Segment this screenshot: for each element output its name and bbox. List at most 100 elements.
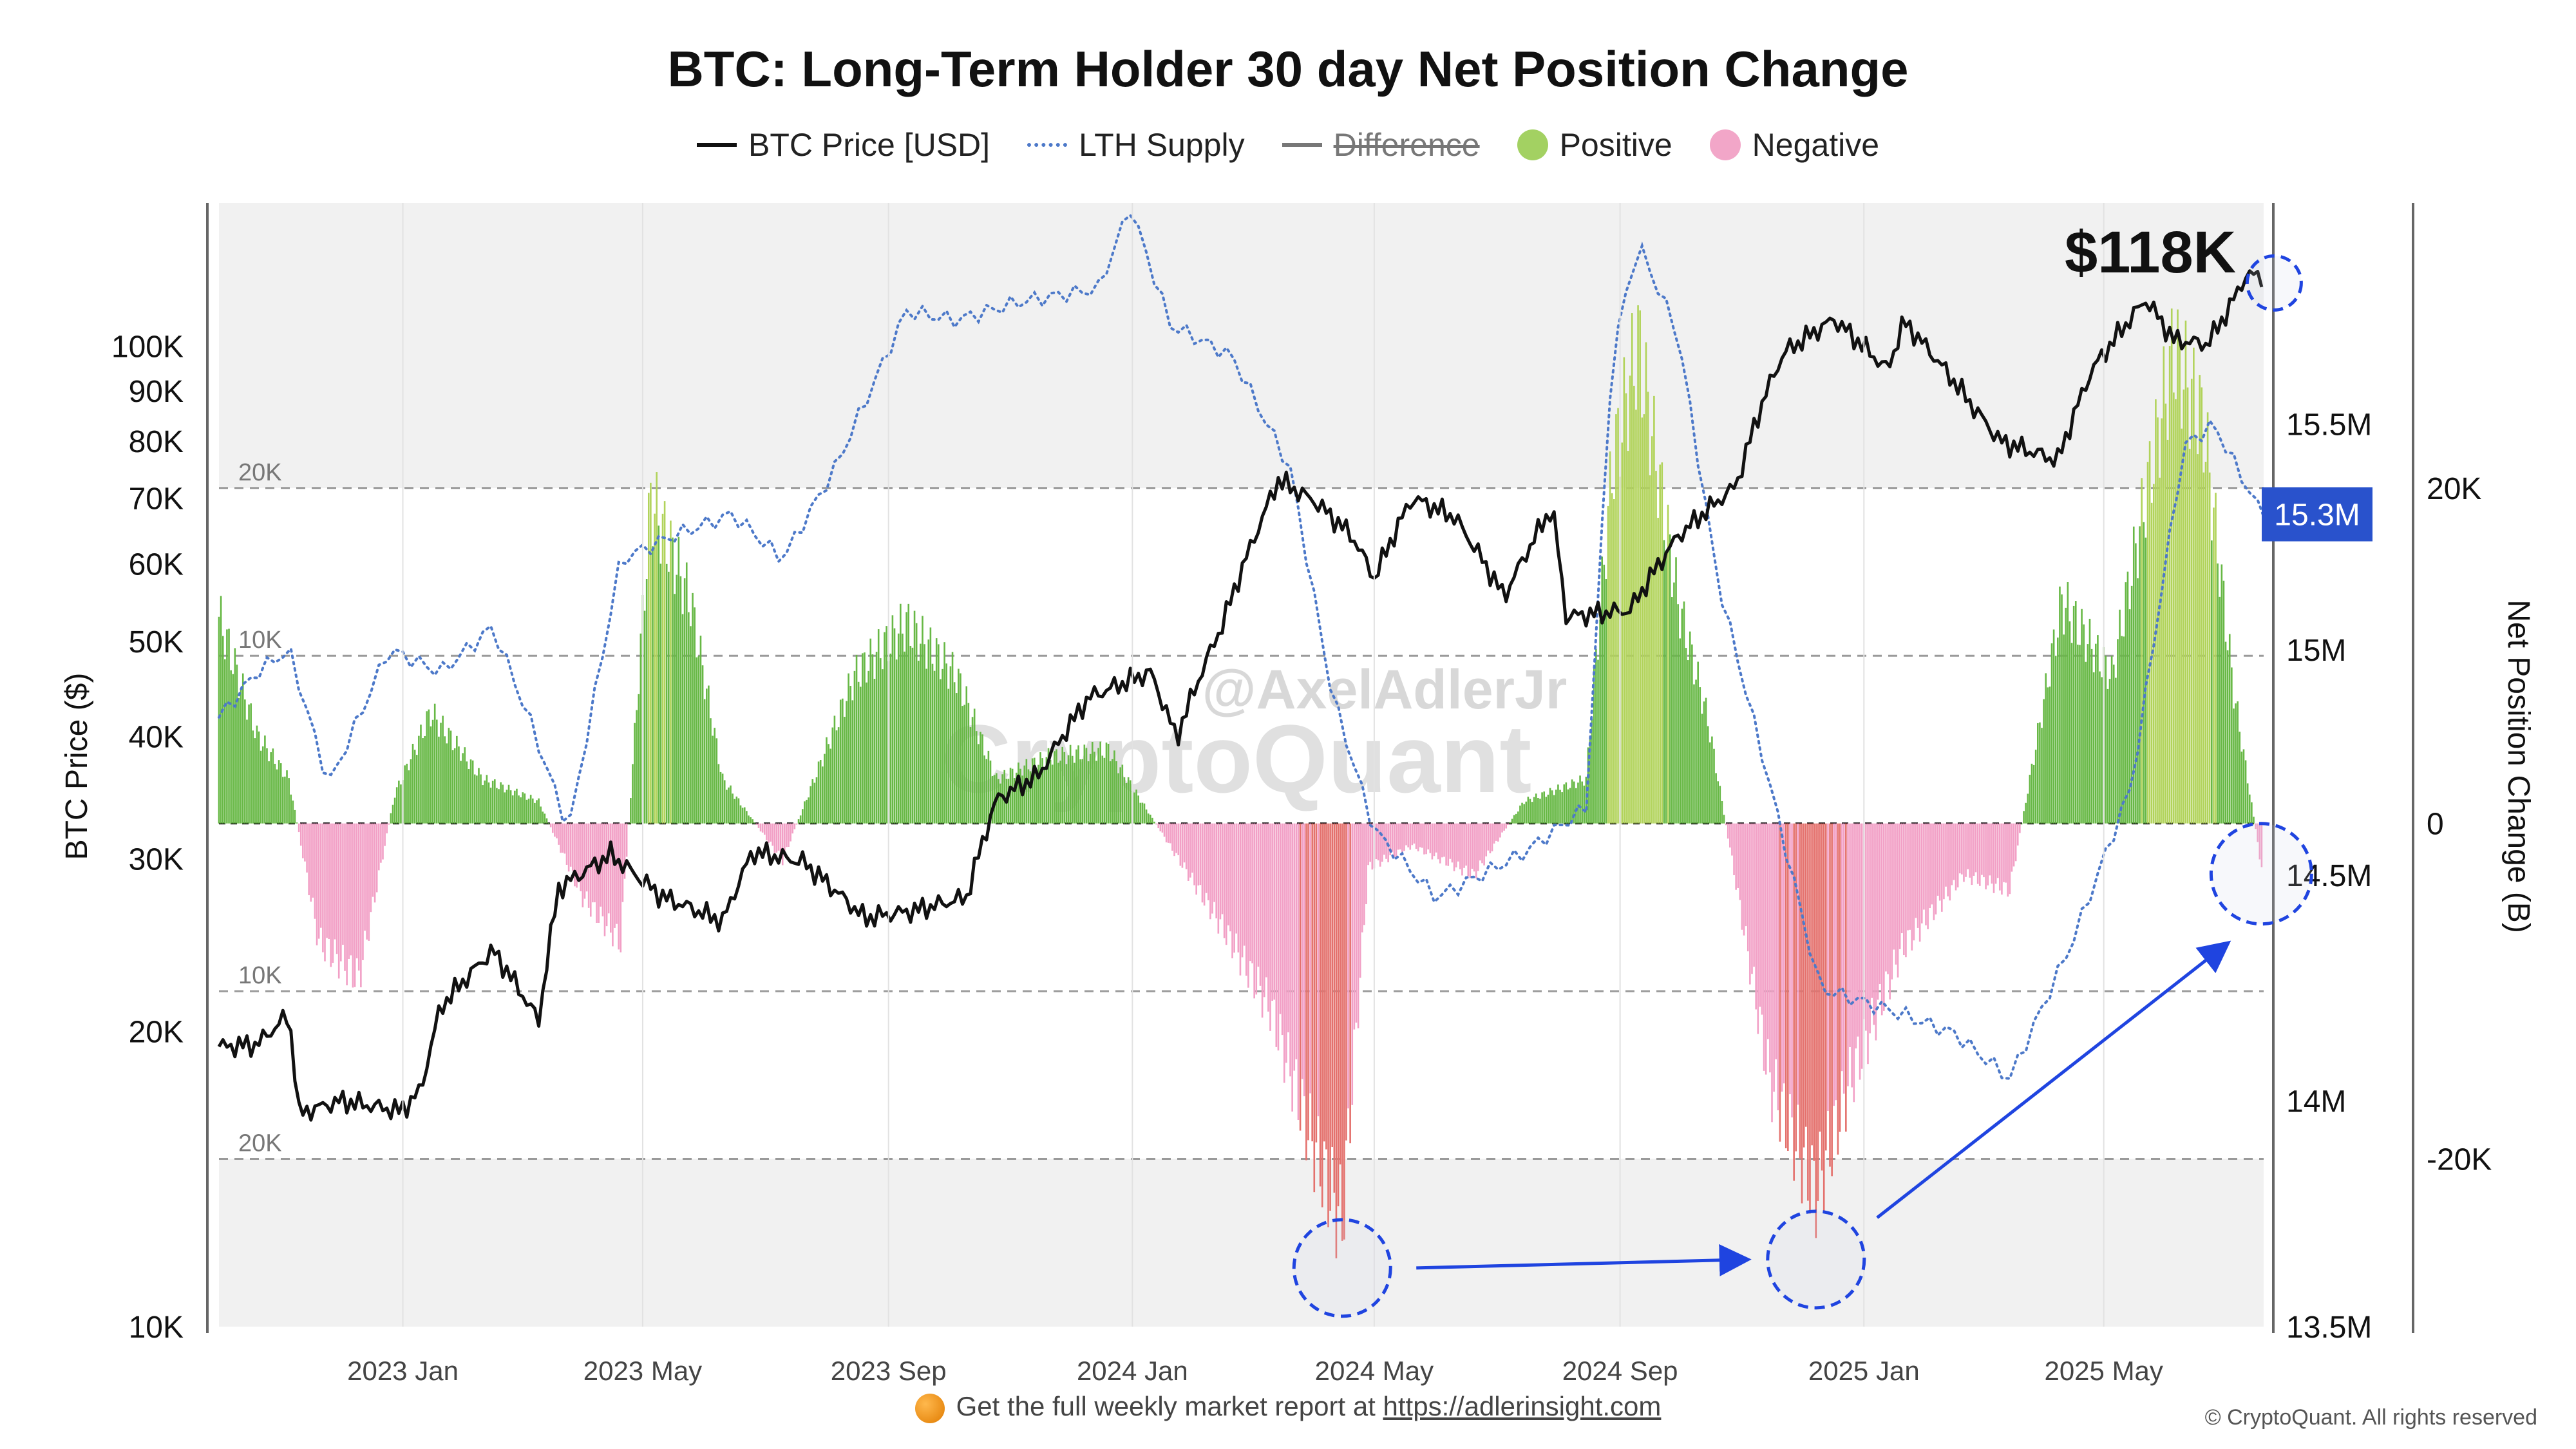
positive-bar bbox=[1581, 781, 1583, 824]
positive-bar bbox=[676, 574, 678, 824]
positive-bar bbox=[1611, 493, 1613, 824]
positive-bar bbox=[2197, 454, 2199, 824]
negative-bar bbox=[1975, 823, 1977, 873]
positive-bar bbox=[469, 759, 472, 824]
positive-bar bbox=[654, 513, 656, 824]
negative-bar bbox=[1967, 823, 1969, 869]
x-tick-label: 2023 Sep bbox=[831, 1356, 947, 1386]
negative-bar bbox=[1795, 823, 1797, 1151]
negative-bar bbox=[1285, 823, 1287, 1063]
positive-bar bbox=[1521, 802, 1523, 824]
positive-bar bbox=[2143, 522, 2145, 824]
legend-item-negative[interactable]: Negative bbox=[1709, 126, 1879, 164]
positive-bar bbox=[884, 632, 886, 824]
positive-bar bbox=[2128, 609, 2131, 824]
positive-bar bbox=[975, 731, 978, 824]
positive-bar bbox=[2190, 379, 2193, 824]
negative-bar bbox=[1994, 823, 1997, 884]
positive-bar bbox=[294, 810, 296, 824]
grey-line-icon bbox=[1282, 143, 1322, 147]
positive-bar bbox=[661, 513, 664, 824]
positive-bar bbox=[2023, 811, 2025, 824]
positive-bar bbox=[1029, 771, 1032, 824]
positive-bar bbox=[410, 759, 412, 824]
negative-bar bbox=[1769, 823, 1771, 1073]
negative-bar bbox=[1267, 823, 1269, 1012]
positive-bar bbox=[2135, 543, 2137, 824]
positive-bar bbox=[276, 769, 278, 824]
positive-bar bbox=[2166, 439, 2169, 824]
positive-bar bbox=[1149, 815, 1151, 824]
negative-bar bbox=[1913, 823, 1915, 941]
positive-bar bbox=[1683, 601, 1685, 824]
positive-bar bbox=[1097, 748, 1099, 824]
negative-bar bbox=[326, 823, 328, 938]
negative-bar bbox=[1735, 823, 1737, 890]
positive-bar bbox=[228, 629, 230, 824]
positive-bar bbox=[248, 704, 250, 824]
x-tick-label: 2024 Jan bbox=[1077, 1356, 1188, 1386]
legend-item-positive[interactable]: Positive bbox=[1517, 126, 1672, 164]
positive-bar bbox=[431, 719, 434, 824]
positive-bar bbox=[1129, 780, 1132, 824]
positive-bar bbox=[2039, 722, 2041, 824]
positive-bar bbox=[1103, 757, 1106, 824]
negative-bar bbox=[1889, 823, 1891, 999]
positive-bar bbox=[1675, 557, 1677, 824]
positive-bar bbox=[2123, 636, 2125, 824]
negative-bar bbox=[1851, 823, 1853, 1088]
negative-bar bbox=[1227, 823, 1229, 925]
negative-bar bbox=[1835, 823, 1837, 1101]
negative-bar bbox=[1867, 823, 1869, 1065]
legend-label-difference: Difference bbox=[1333, 127, 1480, 163]
legend-item-supply[interactable]: LTH Supply bbox=[1027, 126, 1245, 164]
positive-bar bbox=[1571, 779, 1573, 824]
positive-bar bbox=[456, 735, 458, 824]
positive-bar bbox=[639, 633, 642, 824]
positive-bar bbox=[1016, 772, 1018, 824]
positive-bar bbox=[1559, 790, 1561, 824]
negative-bar bbox=[1203, 823, 1206, 906]
negative-bar bbox=[1255, 823, 1258, 995]
negative-bar bbox=[1485, 823, 1487, 857]
positive-bar bbox=[2235, 703, 2237, 824]
negative-bar bbox=[1239, 823, 1242, 976]
negative-bar bbox=[1211, 823, 1213, 914]
positive-bar bbox=[859, 687, 862, 824]
positive-bar bbox=[817, 761, 820, 824]
positive-bar bbox=[2061, 594, 2063, 824]
negative-bar bbox=[1477, 823, 1479, 871]
positive-bar bbox=[1705, 697, 1707, 824]
negative-bar bbox=[1289, 823, 1291, 1077]
negative-bar bbox=[567, 823, 570, 872]
negative-bar bbox=[1839, 823, 1841, 1132]
negative-bar bbox=[337, 823, 340, 979]
positive-bar bbox=[690, 626, 692, 824]
negative-bar bbox=[1857, 823, 1859, 1037]
positive-bar bbox=[987, 750, 990, 824]
negative-bar bbox=[1269, 823, 1271, 1031]
positive-bar bbox=[2054, 656, 2057, 824]
negative-bar bbox=[1407, 823, 1409, 848]
positive-bar bbox=[268, 761, 270, 824]
positive-bar bbox=[943, 642, 945, 824]
positive-bar bbox=[902, 633, 904, 824]
legend-item-price[interactable]: BTC Price [USD] bbox=[697, 126, 990, 164]
positive-bar bbox=[1623, 357, 1625, 824]
positive-bar bbox=[1001, 774, 1003, 824]
footer-link[interactable]: https://adlerinsight.com bbox=[1383, 1391, 1662, 1421]
positive-bar bbox=[922, 616, 923, 824]
negative-bar bbox=[1305, 823, 1307, 1160]
positive-bar bbox=[1715, 773, 1717, 824]
positive-bar bbox=[985, 759, 988, 824]
negative-bar bbox=[330, 823, 332, 967]
negative-bar bbox=[2016, 823, 2019, 846]
positive-bar bbox=[712, 735, 714, 824]
annotation-arrow bbox=[1876, 940, 2231, 1219]
legend-item-difference[interactable]: Difference bbox=[1282, 126, 1480, 164]
positive-bar bbox=[837, 727, 840, 824]
positive-bar bbox=[504, 792, 506, 824]
negative-bar bbox=[755, 823, 758, 825]
positive-bar bbox=[873, 679, 876, 824]
positive-bar bbox=[853, 670, 856, 824]
